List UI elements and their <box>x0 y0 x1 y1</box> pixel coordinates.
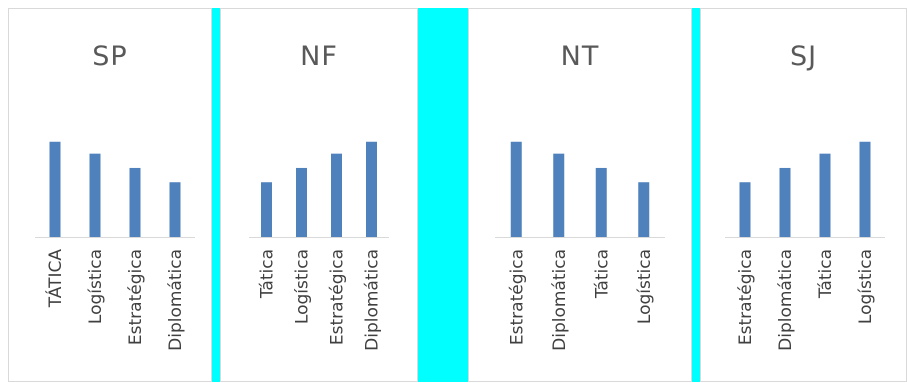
x-tick-label: Logística <box>86 249 106 324</box>
chart-title-nt: NT <box>560 41 600 72</box>
x-tick-label: Estratégica <box>736 249 756 345</box>
chart-panel-sp: SP TÁTICA Logística Estratégica Diplomática <box>8 8 212 382</box>
chart-title-nf: NF <box>300 41 338 72</box>
accent-strip-2 <box>418 8 468 382</box>
chart-panel-sj: SJ Estratégica Diplomática Tática Logística <box>700 8 907 382</box>
bar-tática <box>49 141 61 237</box>
chart-plot-nt: Estratégica Diplomática Tática Logística <box>495 141 665 351</box>
bar-tática <box>261 182 272 237</box>
bar-logística <box>638 182 650 237</box>
bar-estratégica <box>331 153 342 237</box>
x-tick-label: Diplomática <box>363 249 383 351</box>
bar-diplomática <box>553 153 565 237</box>
bar-logística <box>296 167 307 237</box>
accent-strip-1 <box>212 8 220 382</box>
chart-plot-sj: Estratégica Diplomática Tática Logística <box>725 141 885 351</box>
chart-plot-sp: TÁTICA Logística Estratégica Diplomática <box>35 141 195 351</box>
x-tick-label: Diplomática <box>166 249 186 351</box>
x-tick-label: Logística <box>856 249 876 324</box>
x-tick-label: Estratégica <box>328 249 348 345</box>
bar-estratégica <box>129 167 141 237</box>
bar-estratégica <box>510 141 522 237</box>
bar-tática <box>819 153 831 237</box>
chart-panel-nf: NF Tática Logística Estratégica Diplomática <box>220 8 418 382</box>
chart-panel-nt: NT Estratégica Diplomática Tática Logística <box>468 8 692 382</box>
x-tick-label: Tática <box>816 249 836 299</box>
bar-tática <box>595 167 607 237</box>
bar-diplomática <box>366 141 377 237</box>
bar-estratégica <box>739 182 751 237</box>
x-tick-label: Tática <box>258 249 278 299</box>
accent-strip-3 <box>692 8 700 382</box>
x-tick-label: TÁTICA <box>44 249 66 309</box>
bar-diplomática <box>779 167 791 237</box>
bar-logística <box>89 153 101 237</box>
x-tick-label: Estratégica <box>126 249 146 345</box>
x-tick-label: Estratégica <box>507 249 527 345</box>
chart-title-sj: SJ <box>789 41 818 72</box>
x-tick-label: Tática <box>592 249 612 299</box>
x-tick-label: Diplomática <box>776 249 796 351</box>
bar-logística <box>859 141 871 237</box>
chart-plot-nf: Tática Logística Estratégica Diplomática <box>249 141 389 351</box>
bar-diplomática <box>169 182 181 237</box>
chart-title-sp: SP <box>92 41 128 72</box>
x-tick-label: Logística <box>635 249 655 324</box>
x-tick-label: Logística <box>293 249 313 324</box>
x-tick-label: Diplomática <box>550 249 570 351</box>
